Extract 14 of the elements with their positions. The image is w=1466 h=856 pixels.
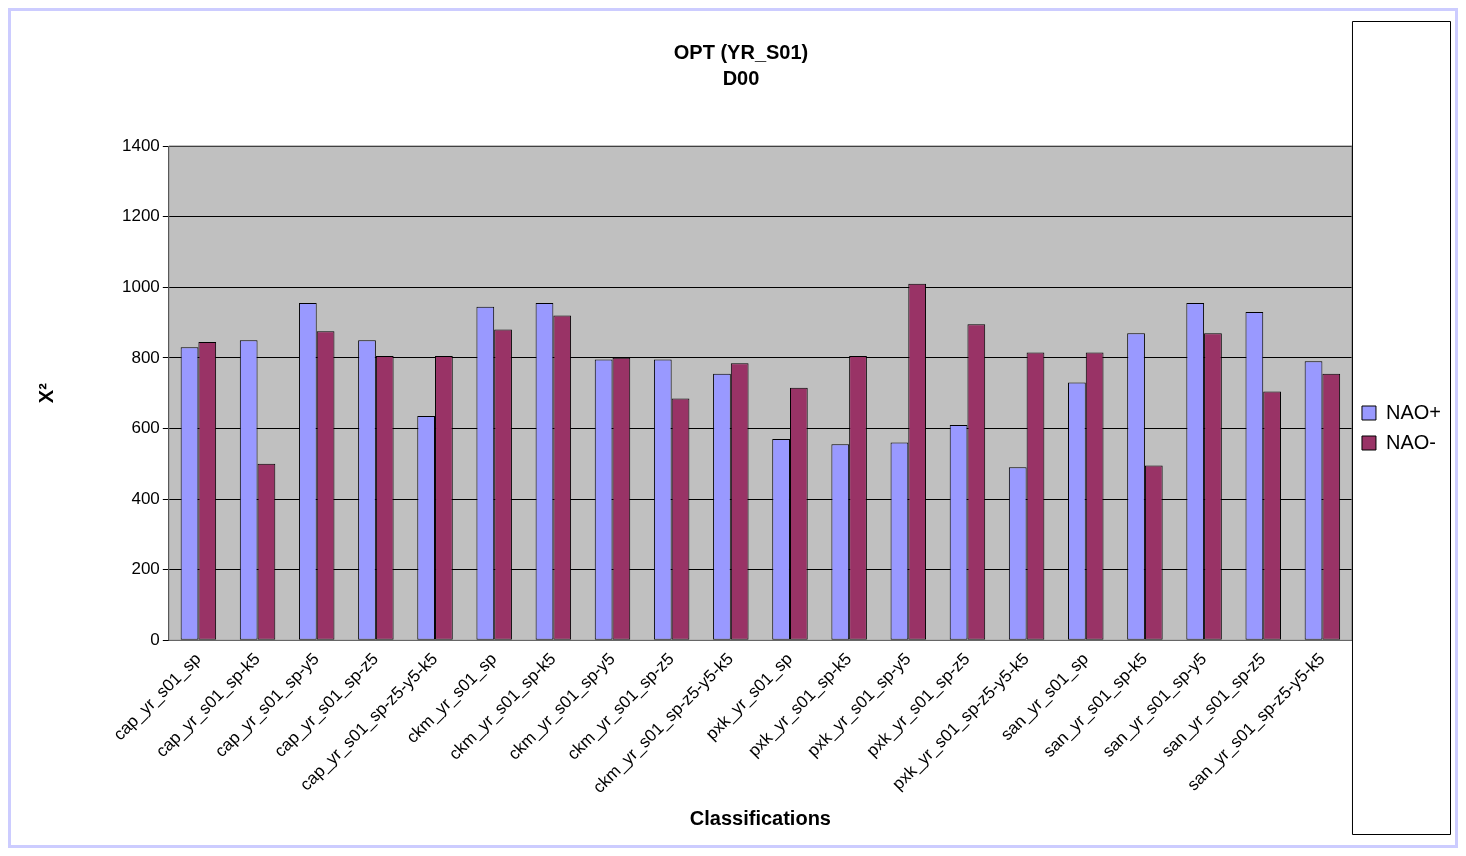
y-tick-label: 1000 [121, 276, 160, 296]
y-axis-title: X² [34, 382, 57, 404]
x-axis-title: Classifications [689, 806, 831, 829]
y-tick-label: 600 [131, 418, 160, 438]
chart-title: OPT (YR_S01) [673, 40, 809, 63]
y-tick-label: 800 [131, 347, 160, 367]
chart-subtitle: D00 [722, 66, 760, 89]
legend-label: NAO- [1385, 430, 1436, 453]
y-tick-label: 400 [131, 488, 160, 508]
y-tick-label: 1400 [121, 135, 160, 155]
y-tick-label: 1200 [121, 206, 160, 226]
y-tick-label: 200 [131, 559, 160, 579]
legend-label: NAO+ [1385, 400, 1442, 423]
y-tick-label: 0 [150, 629, 160, 649]
